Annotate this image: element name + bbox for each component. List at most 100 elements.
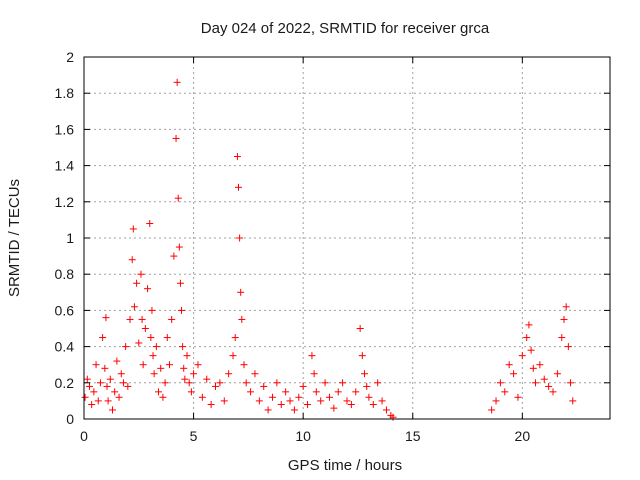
data-point	[560, 315, 568, 323]
data-point	[165, 361, 173, 369]
x-tick-label: 5	[190, 428, 198, 444]
data-point	[308, 352, 316, 360]
data-point	[553, 370, 561, 378]
data-point	[139, 361, 147, 369]
y-tick-label: 0	[66, 411, 74, 427]
data-point	[113, 357, 121, 365]
data-point	[187, 388, 195, 396]
data-point	[225, 370, 233, 378]
data-point	[358, 352, 366, 360]
data-point	[567, 379, 575, 387]
data-point	[83, 375, 91, 383]
data-point	[203, 375, 211, 383]
data-point	[325, 393, 333, 401]
data-point	[180, 364, 188, 372]
data-point	[242, 379, 250, 387]
data-point	[347, 401, 355, 409]
data-point	[138, 315, 146, 323]
data-point	[273, 379, 281, 387]
data-point	[255, 397, 263, 405]
data-point	[172, 134, 180, 142]
data-point	[183, 352, 191, 360]
data-point	[312, 388, 320, 396]
chart-title: Day 024 of 2022, SRMTID for receiver grc…	[201, 20, 490, 37]
data-point	[168, 315, 176, 323]
x-tick-label: 15	[405, 428, 421, 444]
data-point	[247, 388, 255, 396]
data-point	[220, 397, 228, 405]
plot-frame	[83, 56, 611, 420]
x-tick-labels: 0 5 10 15 20	[80, 428, 530, 444]
data-point	[135, 339, 143, 347]
data-point	[238, 315, 246, 323]
data-point	[304, 401, 312, 409]
data-point	[363, 382, 371, 390]
data-point	[194, 361, 202, 369]
y-tick-label: 0.4	[55, 339, 75, 355]
data-point	[378, 397, 386, 405]
data-point	[170, 252, 178, 260]
data-point	[523, 334, 531, 342]
data-point	[152, 343, 160, 351]
data-point	[111, 388, 119, 396]
data-point	[175, 243, 183, 251]
data-point	[216, 379, 224, 387]
data-point	[103, 382, 111, 390]
data-point	[108, 406, 116, 414]
data-point	[330, 404, 338, 412]
data-point	[501, 388, 509, 396]
data-point	[106, 375, 114, 383]
data-point	[179, 343, 187, 351]
data-point	[181, 375, 189, 383]
data-point	[146, 220, 154, 228]
data-point	[155, 388, 163, 396]
data-point	[268, 393, 276, 401]
data-point	[104, 397, 112, 405]
data-point	[240, 361, 248, 369]
data-point	[130, 303, 138, 311]
y-tick-labels: 0 0.2 0.4 0.6 0.8 1 1.2 1.4 1.6 1.8 2	[55, 49, 75, 427]
data-point	[536, 361, 544, 369]
data-point	[527, 346, 535, 354]
grid-lines	[84, 57, 610, 419]
data-points	[81, 78, 577, 421]
data-point	[147, 334, 155, 342]
x-tick-label: 0	[80, 428, 88, 444]
data-point	[564, 343, 572, 351]
y-tick-label: 1	[66, 230, 74, 246]
y-tick-label: 2	[66, 49, 74, 65]
data-point	[529, 364, 537, 372]
data-point	[90, 388, 98, 396]
data-point	[212, 382, 219, 390]
data-point	[369, 401, 377, 409]
data-point	[343, 397, 351, 405]
data-point	[277, 401, 285, 409]
data-point	[185, 379, 193, 387]
data-point	[569, 397, 577, 405]
data-point	[92, 361, 100, 369]
data-point	[525, 321, 533, 329]
data-point	[251, 370, 259, 378]
data-point	[310, 370, 318, 378]
data-point	[389, 413, 397, 421]
data-point	[133, 279, 141, 287]
data-point	[190, 370, 198, 378]
data-point	[334, 388, 342, 396]
data-point	[545, 382, 553, 390]
x-axis-label: GPS time / hours	[288, 457, 402, 474]
x-tick-label: 10	[295, 428, 311, 444]
axis-ticks	[83, 56, 610, 420]
data-point	[178, 306, 186, 314]
data-point	[126, 315, 134, 323]
data-point	[514, 393, 522, 401]
data-point	[235, 183, 243, 191]
data-point	[339, 379, 347, 387]
data-point	[159, 393, 167, 401]
data-point	[236, 234, 244, 242]
y-tick-label: 0.8	[55, 266, 75, 282]
data-point	[562, 303, 570, 311]
data-point	[173, 78, 181, 86]
data-point	[229, 352, 237, 360]
data-point	[115, 393, 123, 401]
